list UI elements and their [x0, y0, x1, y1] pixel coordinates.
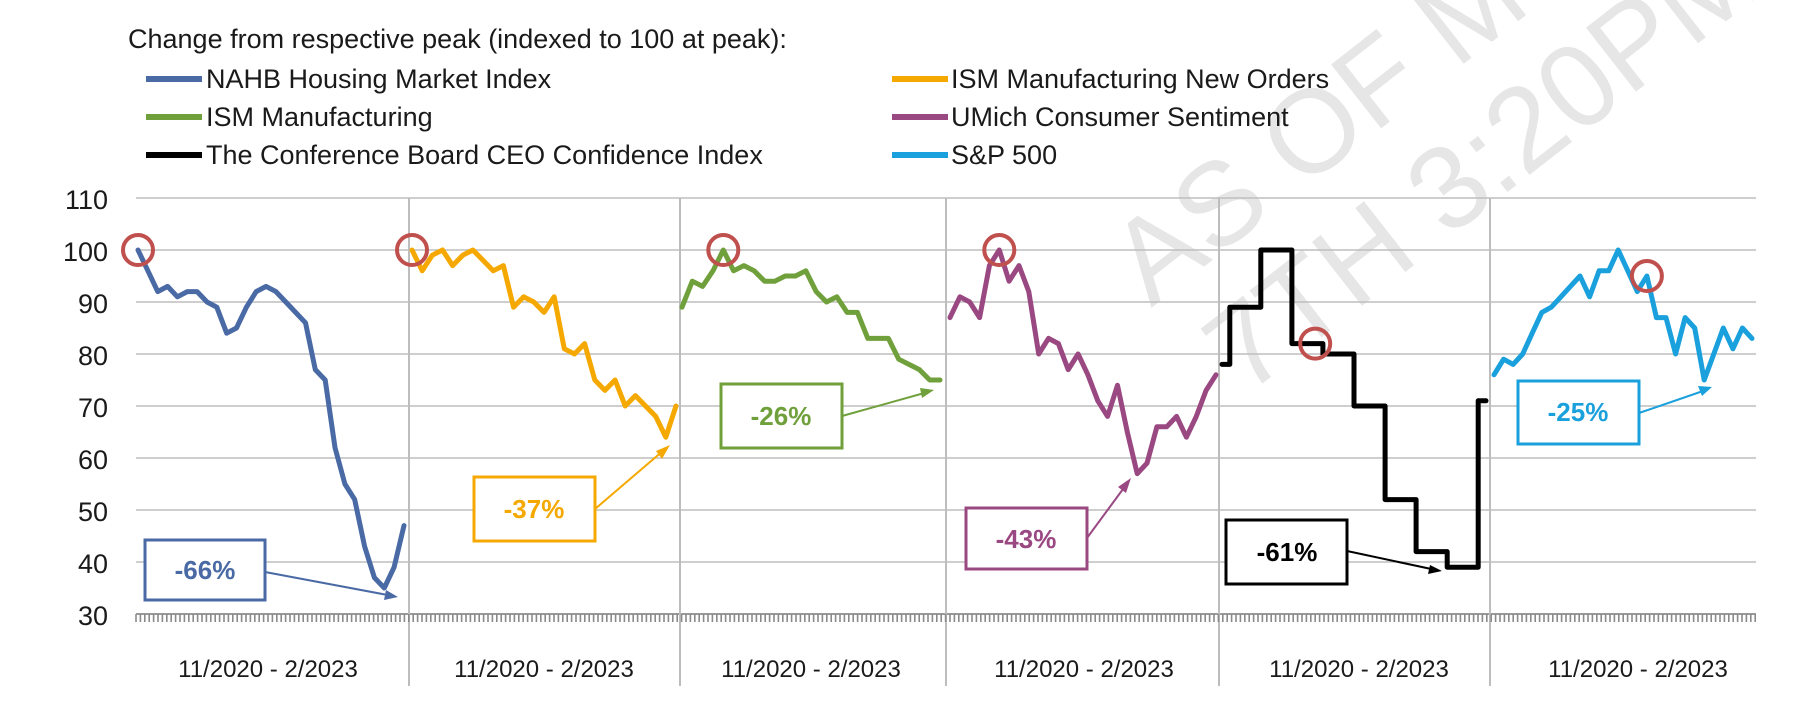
annotation-arrow [1346, 550, 1437, 571]
annotation-ism-manufacturing: -26% [719, 382, 934, 450]
legend-label-sp500: S&P 500 [951, 140, 1057, 170]
series-line-5 [1219, 247, 1489, 570]
annotation-arrow [841, 391, 929, 417]
annotation-box [1516, 379, 1641, 446]
annotation-arrowhead [920, 388, 934, 398]
legend-label-nahb: NAHB Housing Market Index [206, 64, 552, 94]
y-tick-label: 100 [63, 237, 108, 267]
series-line-4 [947, 247, 1219, 477]
legend-item-umich: UMich Consumer Sentiment [892, 102, 1289, 132]
peak-marker [1298, 326, 1333, 361]
panel-x-label: 11/2020 - 2/2023 [178, 656, 358, 683]
legend-item-sp500: S&P 500 [892, 140, 1057, 170]
y-tick-label: 90 [78, 289, 108, 319]
annotation-box [143, 538, 267, 602]
legend: NAHB Housing Market Index ISM Manufactur… [146, 64, 1329, 170]
annotation-box [964, 506, 1089, 571]
y-tick-label: 80 [78, 341, 108, 371]
y-tick-label: 40 [78, 549, 108, 579]
series-line-1 [135, 247, 407, 591]
peak-marker [1629, 259, 1664, 293]
panel-x-label: 11/2020 - 2/2023 [454, 656, 634, 683]
peak-marker [395, 233, 429, 267]
annotation-box [1224, 518, 1349, 586]
peak-marker [982, 233, 1017, 267]
annotation-nahb: -66% [143, 538, 398, 602]
annotation-arrowhead [1698, 386, 1712, 396]
x-axis-ticks [135, 614, 1756, 622]
legend-item-ism-new-orders: ISM Manufacturing New Orders [892, 64, 1329, 94]
legend-item-nahb: NAHB Housing Market Index [146, 64, 552, 94]
annotation-ceo-confidence: -61% [1224, 518, 1442, 586]
peak-marker [706, 233, 741, 267]
legend-item-ism-manufacturing: ISM Manufacturing [146, 102, 433, 132]
panel-x-label: 11/2020 - 2/2023 [1548, 656, 1728, 683]
annotation-label: -66% [175, 555, 236, 585]
series-line-2 [409, 247, 679, 440]
annotation-arrowhead [384, 590, 398, 600]
y-tick-label: 60 [78, 445, 108, 475]
annotation-label: -26% [751, 401, 812, 431]
panel-x-label: 11/2020 - 2/2023 [1269, 656, 1449, 683]
panel-x-label: 11/2020 - 2/2023 [721, 656, 901, 683]
annotation-umich: -43% [964, 478, 1131, 571]
series-layer [121, 233, 1755, 591]
annotation-arrowhead [1118, 478, 1131, 493]
chart-subtitle: Change from respective peak (indexed to … [128, 24, 787, 54]
annotation-sp500: -25% [1516, 379, 1712, 446]
panel-dividers [408, 198, 1491, 686]
y-tick-label: 50 [78, 497, 108, 527]
annotation-arrow [264, 571, 394, 597]
annotation-arrow [594, 449, 665, 510]
panel-x-label: 11/2020 - 2/2023 [994, 656, 1174, 683]
annotation-arrowhead [656, 445, 670, 459]
legend-label-ceo-confidence: The Conference Board CEO Confidence Inde… [206, 140, 763, 170]
y-tick-label: 110 [65, 185, 108, 215]
annotation-arrowhead [1428, 565, 1442, 574]
legend-label-ism-manufacturing: ISM Manufacturing [206, 102, 433, 132]
legend-item-ceo-confidence: The Conference Board CEO Confidence Inde… [146, 140, 763, 170]
legend-label-umich: UMich Consumer Sentiment [951, 102, 1289, 132]
y-axis: 110 100 90 80 70 60 50 40 30 [63, 185, 108, 631]
peak-marker [121, 233, 155, 267]
annotation-label: -37% [504, 494, 565, 524]
annotation-box [719, 382, 844, 450]
annotation-ism-new-orders: -37% [472, 445, 670, 543]
y-tick-label: 70 [78, 393, 108, 423]
annotations: -66% -37% -26% -43% -61% [143, 379, 1712, 602]
legend-label-ism-new-orders: ISM Manufacturing New Orders [951, 64, 1329, 94]
series-line-3 [679, 247, 943, 383]
x-axis-labels: 11/2020 - 2/2023 11/2020 - 2/2023 11/202… [178, 656, 1728, 683]
annotation-label: -25% [1548, 397, 1609, 427]
y-tick-label: 30 [78, 601, 108, 631]
series-line-6 [1491, 247, 1755, 383]
annotation-label: -43% [996, 524, 1057, 554]
annotation-arrow [1638, 389, 1707, 414]
annotation-arrow [1086, 484, 1127, 539]
annotation-label: -61% [1257, 537, 1318, 567]
annotation-box [472, 475, 597, 543]
